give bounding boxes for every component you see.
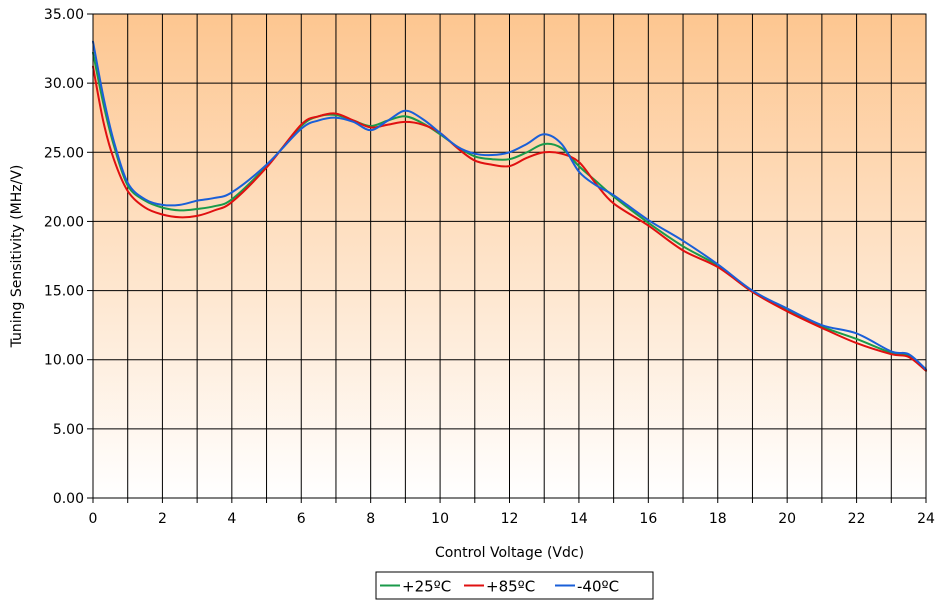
x-tick-label: 24 [917, 511, 935, 527]
y-tick-label: 30.00 [44, 76, 84, 92]
x-tick-label: 20 [778, 511, 796, 527]
x-tick-label: 18 [709, 511, 727, 527]
y-axis-title: Tuning Sensitivity (MHz/V) [9, 165, 25, 349]
x-axis-title: Control Voltage (Vdc) [435, 545, 584, 561]
x-tick-label: 4 [227, 511, 236, 527]
y-tick-label: 0.00 [53, 491, 84, 507]
x-tick-label: 12 [501, 511, 519, 527]
y-tick-label: 15.00 [44, 284, 84, 300]
legend: +25ºC +85ºC -40ºC [375, 571, 654, 600]
legend-label: -40ºC [577, 578, 619, 596]
y-tick-label: 35.00 [44, 7, 84, 23]
y-tick-label: 25.00 [44, 145, 84, 161]
legend-box [375, 571, 654, 600]
y-tick-label: 10.00 [44, 353, 84, 369]
legend-label: +25ºC [402, 578, 451, 596]
x-tick-label: 0 [89, 511, 98, 527]
y-tick-label: 5.00 [53, 422, 84, 438]
x-tick-label: 16 [639, 511, 657, 527]
x-tick-label: 10 [431, 511, 449, 527]
x-tick-label: 2 [158, 511, 167, 527]
legend-label: +85ºC [486, 578, 535, 596]
x-tick-label: 6 [297, 511, 306, 527]
series-line-3 [92, 40, 927, 371]
x-tick-label: 8 [366, 511, 375, 527]
x-tick-label: 14 [570, 511, 588, 527]
series-layer [92, 40, 927, 372]
x-tick-label: 22 [848, 511, 866, 527]
x-axis-ticks: 0 2 4 6 8 10 12 14 16 18 20 22 24 [89, 498, 935, 527]
y-tick-label: 20.00 [44, 214, 84, 230]
y-axis-ticks: 0.00 5.00 10.00 15.00 20.00 25.00 30.00 35.00 [44, 7, 93, 507]
